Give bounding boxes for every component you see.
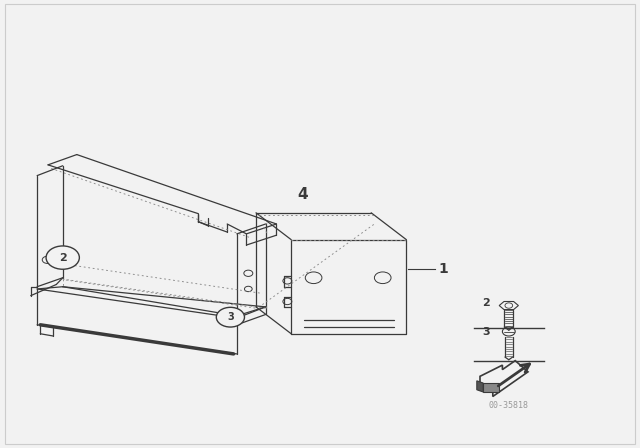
Text: 2: 2 bbox=[59, 253, 67, 263]
Text: 1: 1 bbox=[438, 262, 448, 276]
Polygon shape bbox=[483, 383, 499, 392]
Text: 3: 3 bbox=[483, 327, 490, 336]
Text: 2: 2 bbox=[483, 298, 490, 308]
Circle shape bbox=[216, 307, 244, 327]
Polygon shape bbox=[477, 381, 483, 392]
Text: 00-35818: 00-35818 bbox=[489, 401, 529, 410]
Text: 3: 3 bbox=[227, 312, 234, 322]
Text: 4: 4 bbox=[298, 187, 308, 202]
Circle shape bbox=[46, 246, 79, 269]
